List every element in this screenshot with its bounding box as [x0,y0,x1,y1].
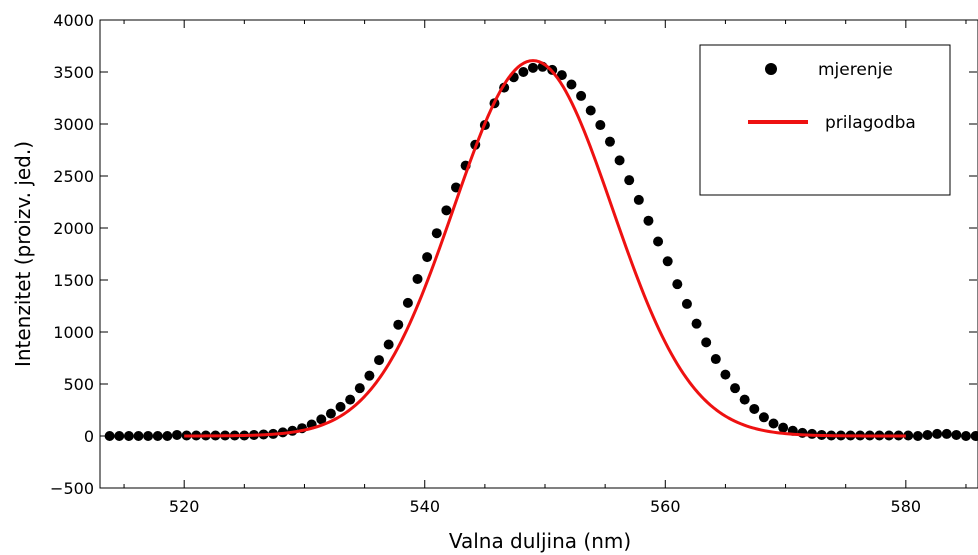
data-point [653,236,664,247]
y-tick-label: 3000 [53,115,94,134]
data-point [903,430,914,441]
data-point [345,394,356,405]
y-tick-label: 3500 [53,63,94,82]
y-tick-label: −500 [50,479,94,498]
y-tick-label: 500 [63,375,94,394]
data-point [412,273,423,284]
data-point [595,120,606,131]
data-point [701,337,712,348]
data-point [585,105,596,116]
data-point [604,136,615,147]
data-point [354,383,365,394]
data-point [152,431,163,441]
data-point [681,298,692,309]
data-point [672,279,683,290]
y-tick-label: 1000 [53,323,94,342]
data-point [576,90,587,101]
data-point [912,431,923,441]
data-point [778,422,789,433]
data-point [662,256,673,267]
y-tick-label: 2500 [53,167,94,186]
data-point [624,175,635,186]
data-point [374,355,385,366]
data-point [922,429,933,440]
data-point [123,431,134,441]
data-point [633,194,644,205]
x-tick-labels: 520 540 560 580 [169,497,921,516]
data-point [104,431,115,441]
data-point [970,431,978,441]
data-point [932,428,943,439]
data-point [527,62,538,73]
data-point [364,370,375,381]
data-point [739,394,750,405]
data-point [614,155,625,166]
legend: mjerenje prilagodba [699,44,951,196]
data-point [325,408,336,419]
data-point [143,431,154,441]
legend-box [699,44,951,196]
legend-label-prilagodba: prilagodba [825,113,916,133]
legend-marker-mjerenje [765,63,777,75]
x-axis-title: Valna duljina (nm) [449,529,631,553]
data-point [941,428,952,439]
data-point [566,79,577,90]
data-point [720,369,731,380]
y-axis-title: Intenzitet (proizv. jed.) [11,141,35,367]
legend-label-mjerenje: mjerenje [818,60,893,80]
data-point [691,318,702,329]
y-tick-label: 1500 [53,271,94,290]
y-tick-labels: −500 0 500 1000 1500 2000 2500 3000 3500 4000 [50,11,94,498]
data-point [556,70,567,81]
data-point [960,431,971,441]
data-point [316,414,327,425]
x-tick-label: 580 [891,497,922,516]
data-point [768,418,779,429]
data-point [518,67,529,77]
data-point [710,354,721,365]
data-point [749,403,760,414]
x-tick-label: 560 [650,497,681,516]
data-point [422,252,433,263]
data-point [951,429,962,440]
fit-line-prilagodba [184,59,906,438]
data-point [133,431,144,441]
x-tick-label: 540 [409,497,440,516]
data-point [730,383,741,394]
y-tick-label: 2000 [53,219,94,238]
data-point [383,339,394,350]
data-point [643,215,654,226]
data-point [393,319,404,330]
data-point [171,429,182,440]
data-point [758,412,769,423]
data-point [431,228,442,239]
data-point [402,297,413,308]
data-point [335,401,346,412]
x-tick-label: 520 [169,497,200,516]
data-marks [104,59,978,441]
data-point [441,205,452,216]
data-point [114,431,125,441]
y-tick-label: 4000 [53,11,94,30]
y-tick-label: 0 [84,427,94,446]
data-point [162,431,173,441]
